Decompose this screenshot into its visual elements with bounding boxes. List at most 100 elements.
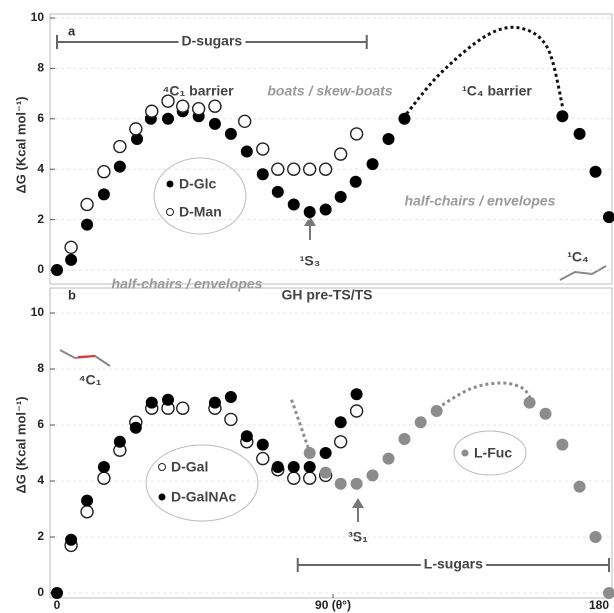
- data-point: [145, 104, 159, 118]
- legend-marker: [461, 449, 469, 457]
- data-point: [398, 112, 411, 125]
- arrow-head: [304, 216, 316, 226]
- data-point: [349, 127, 364, 141]
- bracket-label: D-sugars: [182, 33, 243, 49]
- annotation: ⁴C₁ barrier: [162, 83, 234, 99]
- y-axis-label: ΔG (Kcal mol⁻¹): [13, 96, 28, 193]
- data-point: [51, 587, 63, 599]
- data-point: [333, 435, 348, 449]
- legend-marker: [166, 208, 174, 216]
- data-point: [589, 165, 602, 178]
- data-point: [350, 477, 363, 490]
- legend-label: D-Man: [179, 204, 222, 220]
- data-point: [334, 416, 347, 429]
- arrow-head: [352, 498, 364, 508]
- annotation: GH pre-TS/TS: [281, 287, 372, 303]
- y-tick-label: 6: [37, 417, 44, 431]
- data-point: [129, 122, 143, 136]
- data-point: [382, 452, 395, 465]
- y-tick-label: 10: [31, 305, 45, 319]
- data-point: [65, 253, 78, 266]
- y-tick-label: 0: [37, 262, 44, 276]
- legend-box: [145, 444, 259, 522]
- data-point: [162, 393, 175, 406]
- ring-icon: [59, 349, 111, 367]
- data-point: [334, 190, 347, 203]
- barrier-curve: [405, 25, 565, 115]
- data-point: [523, 396, 536, 409]
- data-point: [334, 477, 347, 490]
- y-tick-label: 4: [37, 161, 44, 175]
- legend-marker: [158, 493, 166, 501]
- data-point: [97, 165, 111, 179]
- data-point: [224, 412, 238, 427]
- legend-label: D-GalNAc: [171, 489, 237, 505]
- data-point: [113, 139, 127, 154]
- y-tick-label: 8: [37, 361, 44, 375]
- legend-label: D-Glc: [179, 176, 217, 192]
- legend-marker: [158, 463, 166, 471]
- annotation: ⁴C₁: [79, 372, 102, 388]
- data-point: [414, 416, 427, 429]
- data-point: [176, 99, 190, 113]
- y-tick-label: 8: [37, 61, 44, 75]
- data-point: [97, 188, 110, 201]
- annotation: ¹S₃: [300, 253, 320, 269]
- data-point: [240, 430, 253, 443]
- barrier-curve: [290, 399, 312, 454]
- annotation: boats / skew-boats: [267, 83, 392, 99]
- data-point: [333, 147, 348, 161]
- legend-label: L-Fuc: [474, 445, 512, 461]
- panel-frame: [49, 13, 613, 285]
- data-point: [208, 117, 221, 130]
- y-axis-label: ΔG (Kcal mol⁻¹): [13, 396, 28, 493]
- legend-box: [153, 157, 247, 235]
- data-point: [97, 461, 110, 473]
- data-point: [256, 451, 270, 466]
- data-point: [161, 94, 175, 108]
- data-point: [287, 198, 300, 211]
- data-point: [573, 480, 586, 493]
- data-point: [176, 401, 190, 415]
- data-point: [191, 102, 206, 116]
- data-point: [145, 396, 158, 409]
- data-point: [80, 505, 94, 519]
- legend-box: [453, 430, 527, 476]
- y-tick-label: 10: [31, 10, 45, 24]
- y-tick-label: 6: [37, 111, 44, 125]
- data-point: [113, 435, 126, 448]
- data-point: [556, 110, 569, 123]
- annotation: half-chairs / envelopes: [112, 276, 263, 292]
- data-point: [303, 461, 316, 473]
- data-point: [97, 471, 111, 485]
- data-point: [603, 211, 614, 224]
- ring-icon: [559, 265, 607, 281]
- data-point: [81, 218, 94, 231]
- x-tick-label: 90 (θ°): [315, 598, 351, 612]
- data-point: [366, 469, 379, 482]
- data-point: [287, 162, 301, 176]
- data-point: [224, 127, 237, 140]
- annotation: ³S₁: [348, 529, 368, 545]
- data-point: [319, 203, 332, 216]
- data-point: [237, 114, 252, 129]
- data-point: [271, 185, 284, 198]
- data-point: [80, 197, 94, 212]
- data-point: [129, 421, 142, 434]
- barrier-curve: [436, 381, 534, 410]
- legend-label: D-Gal: [171, 459, 208, 475]
- label-background: [178, 32, 246, 49]
- y-tick-label: 2: [37, 529, 44, 543]
- label-background: [420, 555, 487, 572]
- annotation: ¹C₄ barrier: [462, 83, 532, 99]
- panel-frame: [49, 287, 613, 599]
- data-point: [398, 433, 411, 445]
- panel-label: b: [68, 287, 76, 302]
- x-tick-label: 180: [589, 598, 609, 612]
- data-point: [131, 132, 144, 145]
- data-point: [556, 438, 569, 451]
- data-point: [603, 587, 614, 599]
- panel-label: a: [68, 23, 76, 38]
- data-point: [349, 404, 364, 418]
- data-point: [350, 388, 363, 401]
